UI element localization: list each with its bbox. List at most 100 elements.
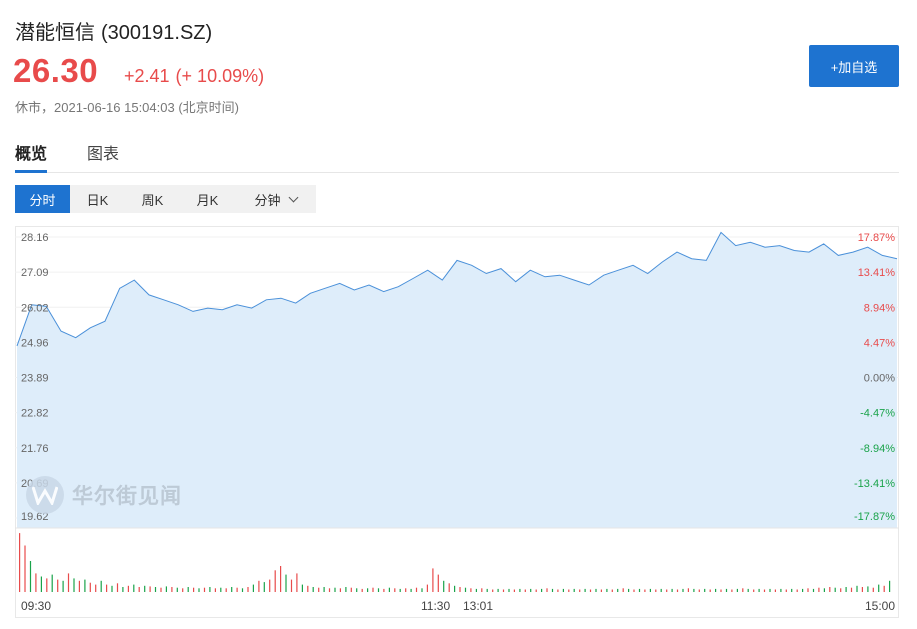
volume-bar bbox=[791, 588, 793, 592]
time-axis-labels: 09:30 11:30 13:01 15:00 bbox=[21, 599, 895, 613]
volume-bar bbox=[356, 588, 358, 592]
tab-overview[interactable]: 概览 bbox=[15, 140, 47, 173]
period-intraday[interactable]: 分时 bbox=[15, 185, 70, 213]
volume-bar bbox=[182, 588, 184, 592]
percent-tick-label: -13.41% bbox=[854, 478, 895, 490]
period-minute-dropdown[interactable]: 分钟 bbox=[235, 185, 316, 213]
volume-bar bbox=[736, 588, 738, 592]
volume-bar bbox=[541, 588, 543, 592]
volume-bar bbox=[519, 588, 521, 592]
volume-bar bbox=[459, 587, 461, 592]
volume-bar bbox=[464, 587, 467, 592]
time-tick-label: 13:01 bbox=[463, 599, 493, 613]
volume-bar bbox=[377, 588, 380, 592]
volume-bar bbox=[878, 584, 880, 592]
volume-bar bbox=[562, 588, 564, 592]
percent-tick-label: 0.00% bbox=[864, 373, 895, 385]
volume-bar bbox=[57, 579, 59, 592]
volume-bar bbox=[475, 588, 477, 592]
market-status: 休市，2021-06-16 15:04:03 (北京时间) bbox=[15, 100, 239, 115]
volume-bar bbox=[693, 588, 695, 592]
price-tick-label: 21.76 bbox=[21, 443, 49, 455]
volume-bars bbox=[19, 533, 891, 592]
volume-bar bbox=[867, 586, 869, 592]
tab-chart-label: 图表 bbox=[87, 146, 120, 163]
volume-bar bbox=[671, 588, 673, 592]
volume-bar bbox=[247, 587, 249, 592]
stock-title: 潜能恒信 (300191.SZ) bbox=[15, 16, 212, 45]
price-tick-label: 19.62 bbox=[21, 511, 49, 523]
volume-bar bbox=[312, 587, 314, 592]
volume-bar bbox=[573, 588, 575, 592]
volume-bar bbox=[704, 588, 706, 592]
volume-bar bbox=[763, 589, 766, 592]
volume-bar bbox=[127, 585, 129, 592]
volume-bar bbox=[35, 573, 37, 592]
volume-bar bbox=[171, 587, 173, 592]
volume-bar bbox=[856, 585, 858, 592]
volume-bar bbox=[29, 561, 32, 592]
price-line bbox=[16, 231, 898, 347]
volume-bar bbox=[454, 585, 456, 592]
volume-bar bbox=[649, 588, 651, 592]
volume-bar bbox=[252, 584, 254, 592]
volume-bar bbox=[796, 589, 798, 592]
volume-bar bbox=[720, 589, 722, 592]
period-minute-label: 分钟 bbox=[254, 192, 281, 208]
volume-bar bbox=[296, 573, 298, 592]
chart-frame bbox=[15, 226, 899, 618]
volume-bar bbox=[687, 588, 689, 592]
volume-bar bbox=[285, 574, 287, 592]
volume-bar bbox=[502, 589, 505, 592]
volume-bar bbox=[328, 588, 331, 592]
tab-chart[interactable]: 图表 bbox=[87, 140, 119, 164]
volume-bar bbox=[513, 589, 515, 592]
volume-bar bbox=[432, 568, 434, 592]
volume-bar bbox=[399, 588, 401, 592]
price-tick-label: 26.02 bbox=[21, 302, 49, 314]
volume-bar bbox=[95, 584, 97, 592]
volume-bar bbox=[133, 584, 135, 592]
percent-tick-label: -8.94% bbox=[860, 443, 895, 455]
stock-code: (300191.SZ) bbox=[101, 22, 213, 44]
percent-tick-label: 8.94% bbox=[864, 302, 895, 314]
period-monthly[interactable]: 月K bbox=[196, 192, 219, 208]
price-tick-label: 28.16 bbox=[21, 232, 49, 244]
volume-bar bbox=[557, 589, 559, 592]
period-selector: 分时 日K 周K 月K 分钟 bbox=[15, 185, 316, 213]
price-tick-label: 23.89 bbox=[21, 373, 49, 385]
volume-bar bbox=[220, 587, 222, 592]
volume-bar bbox=[492, 589, 494, 592]
price-area bbox=[17, 232, 897, 528]
volume-bar bbox=[78, 580, 80, 592]
volume-bar bbox=[834, 587, 836, 592]
volume-bar bbox=[73, 578, 75, 592]
volume-bar bbox=[470, 588, 472, 592]
volume-bar bbox=[758, 588, 760, 592]
intraday-chart[interactable]: 28.1627.0926.0224.9623.8922.8221.7620.69… bbox=[15, 226, 899, 618]
period-weekly[interactable]: 周K bbox=[141, 192, 164, 208]
volume-bar bbox=[682, 588, 684, 592]
volume-bar bbox=[524, 589, 526, 592]
add-watchlist-button[interactable]: +加自选 bbox=[809, 45, 899, 87]
watermark-logo-icon bbox=[26, 476, 64, 514]
change-percent: (+ 10.09%) bbox=[175, 66, 265, 86]
volume-bar bbox=[46, 578, 48, 592]
volume-bar bbox=[415, 587, 418, 592]
volume-bar bbox=[785, 589, 787, 592]
percent-axis-labels: 17.87% 13.41% 8.94% 4.47% 0.00% -4.47% -8.94% -… bbox=[854, 232, 895, 523]
volume-bar bbox=[780, 588, 782, 592]
volume-bar bbox=[579, 589, 581, 592]
volume-bar bbox=[116, 583, 119, 592]
volume-bar bbox=[807, 588, 809, 592]
volume-bar bbox=[258, 580, 260, 592]
volume-bar bbox=[426, 584, 428, 592]
percent-tick-label: 17.87% bbox=[858, 232, 896, 244]
volume-bar bbox=[655, 589, 657, 592]
period-daily[interactable]: 日K bbox=[86, 192, 109, 208]
volume-bar bbox=[753, 589, 755, 592]
volume-bar bbox=[100, 580, 102, 592]
volume-bar bbox=[111, 585, 113, 592]
volume-bar bbox=[193, 587, 195, 592]
volume-bar bbox=[24, 545, 26, 592]
